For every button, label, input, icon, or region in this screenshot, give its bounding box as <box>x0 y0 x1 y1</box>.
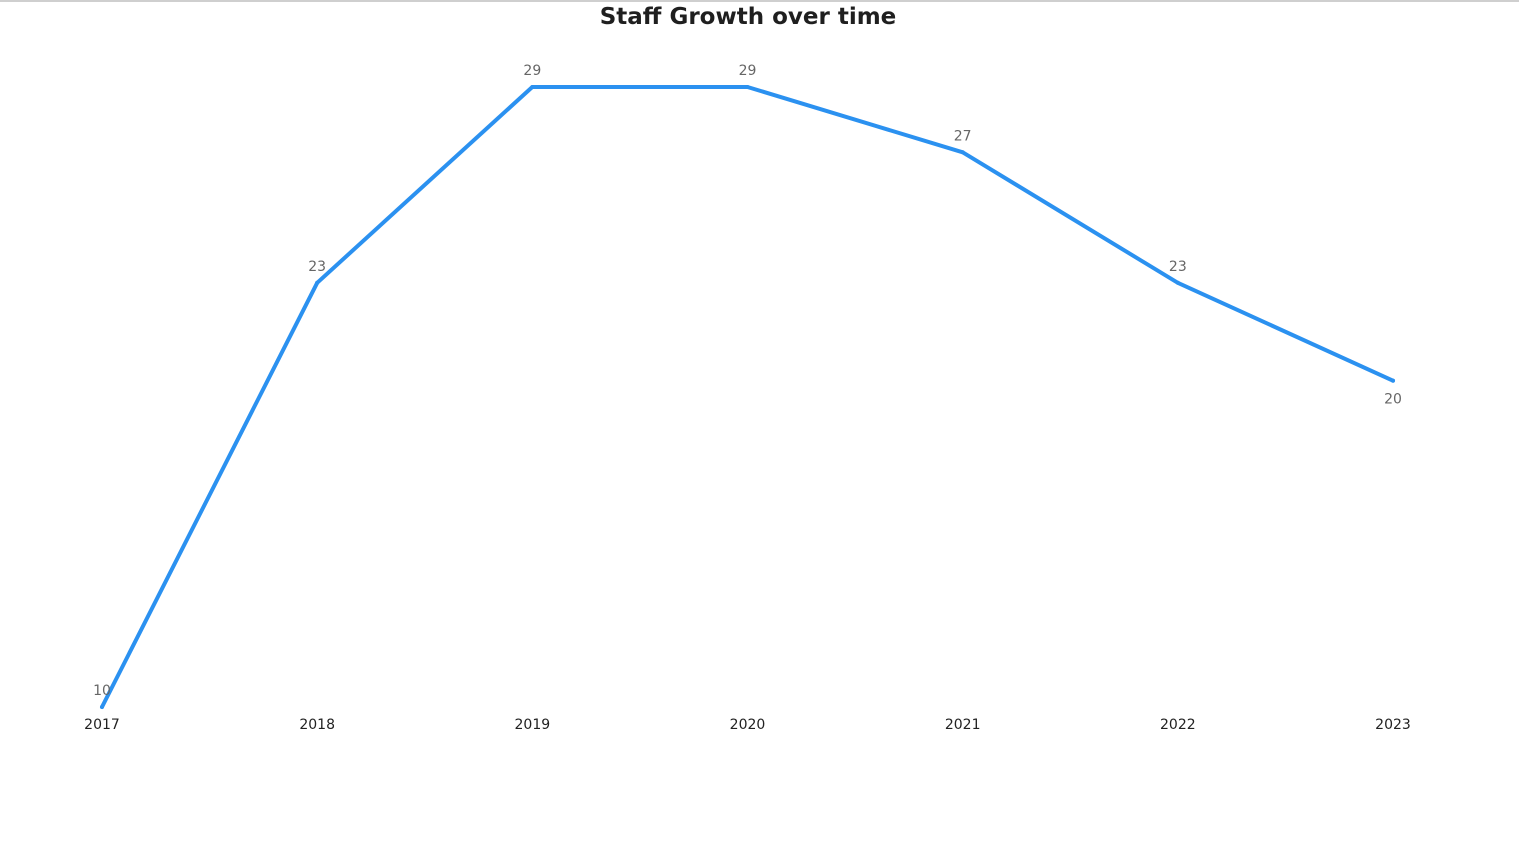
series-group <box>100 85 1395 709</box>
x-tick-label: 2023 <box>1375 717 1411 733</box>
data-label: 10 <box>93 683 111 699</box>
data-label: 29 <box>523 63 541 79</box>
data-point <box>960 150 965 155</box>
data-point <box>315 280 320 285</box>
data-label: 29 <box>739 63 757 79</box>
top-border <box>0 0 1519 2</box>
data-point <box>1391 378 1395 383</box>
x-tick-label: 2021 <box>945 717 981 733</box>
x-tick-label: 2018 <box>299 717 335 733</box>
series-line <box>100 85 1395 709</box>
data-point <box>530 85 535 89</box>
data-label: 27 <box>954 128 972 144</box>
x-tick-label: 2017 <box>84 717 120 733</box>
x-axis-ticks: 2017 2018 2019 2020 2021 2022 2023 <box>84 717 1411 733</box>
data-point <box>1175 280 1180 285</box>
data-labels-group: 10 23 29 29 27 23 20 <box>93 63 1402 699</box>
x-tick-label: 2022 <box>1160 717 1196 733</box>
x-tick-label: 2019 <box>515 717 551 733</box>
data-label: 20 <box>1384 392 1402 408</box>
data-label: 23 <box>1169 259 1187 275</box>
chart-title: Staff Growth over time <box>599 4 897 30</box>
data-point <box>745 85 750 89</box>
data-point <box>100 705 104 709</box>
points-group <box>100 85 1395 709</box>
x-tick-label: 2020 <box>730 717 766 733</box>
data-label: 23 <box>308 259 326 275</box>
